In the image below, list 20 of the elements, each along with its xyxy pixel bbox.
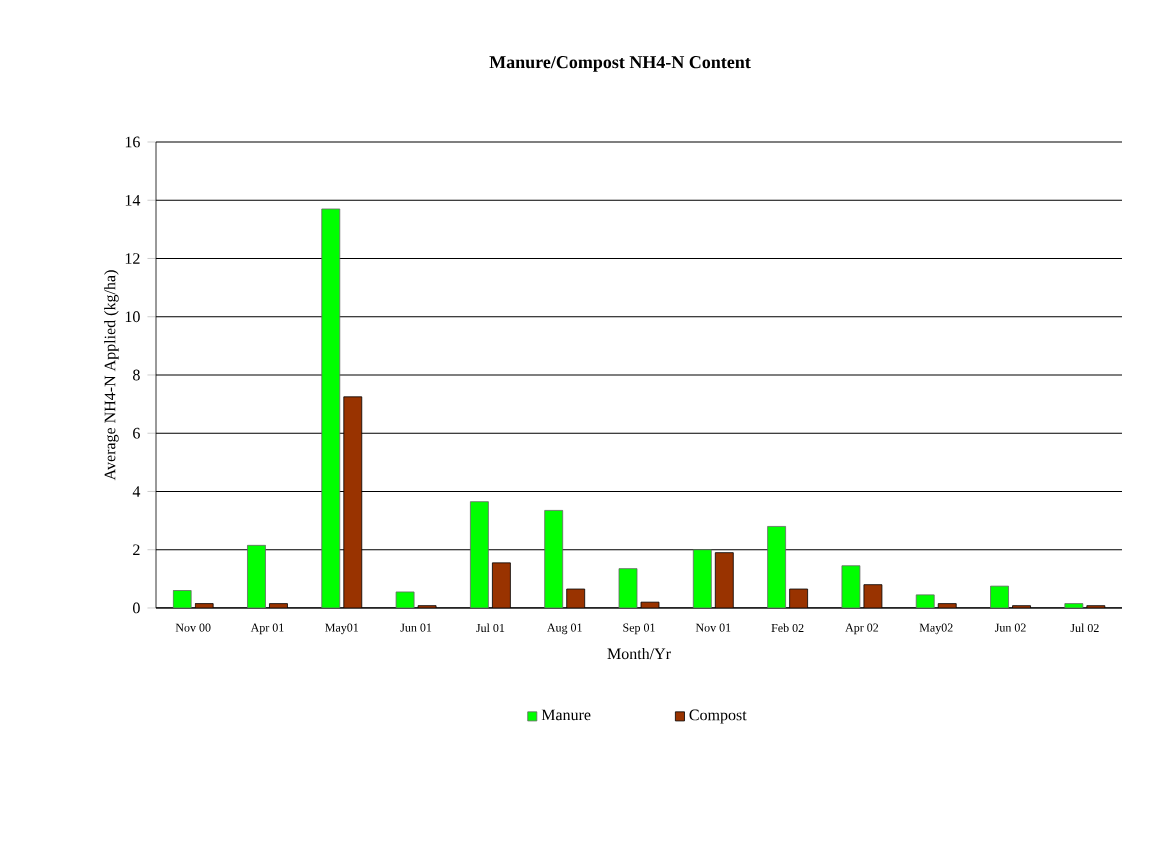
chart-title: Manure/Compost NH4-N Content [489, 56, 751, 72]
legend-label: Compost [689, 709, 747, 724]
bar [247, 544, 266, 608]
bar [767, 526, 787, 608]
x-axis-title: Month/Yr [607, 647, 671, 660]
y-tick-label: 6 [133, 427, 140, 439]
bar [544, 510, 564, 608]
y-tick-label: 16 [125, 136, 140, 148]
y-tick-label: 4 [132, 486, 141, 497]
y-axis-title: Average NH4-N Applied (kg/ha) [104, 270, 119, 481]
y-tick-label: 0 [133, 602, 140, 614]
y-tick-label: 2 [133, 544, 140, 556]
y-tick-label: 10 [125, 311, 140, 323]
bar [469, 501, 489, 608]
legend-label: Manure [541, 709, 591, 721]
y-tick-label: 8 [133, 369, 140, 381]
y-tick-label: 14 [125, 194, 141, 206]
bar [692, 549, 712, 608]
y-tick-label: 12 [125, 253, 140, 264]
bar [321, 208, 341, 608]
